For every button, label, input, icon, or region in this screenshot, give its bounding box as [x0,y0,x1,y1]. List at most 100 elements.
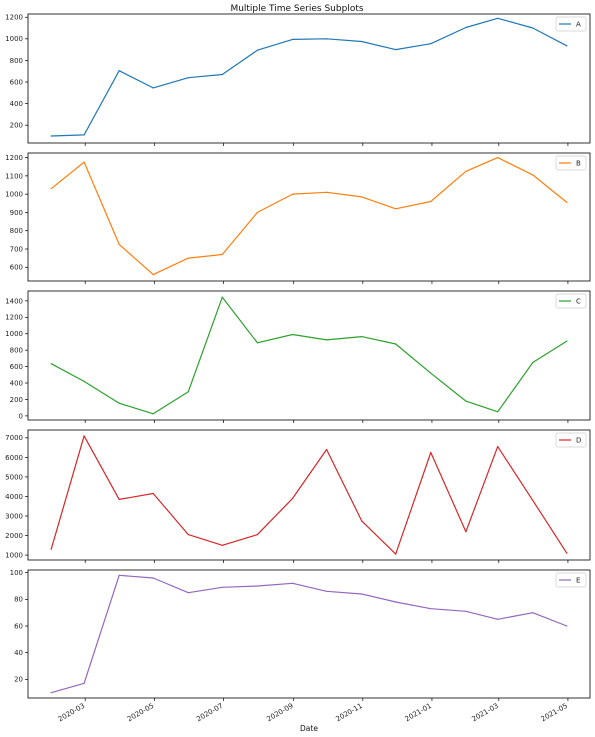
data-point [430,608,432,610]
y-tick-label: 80 [14,596,23,604]
data-point [221,73,223,76]
y-tick-label: 800 [10,227,23,235]
y-tick-label: 1400 [5,297,23,305]
x-tick-label: 2021-03 [470,702,499,724]
data-point [566,552,568,554]
data-point [291,193,294,195]
data-point [50,692,52,694]
y-tick-label: 1000 [5,552,23,560]
series-line-D [50,435,568,555]
axes-frame [27,13,591,144]
y-tick-label: 1000 [5,35,23,43]
subplot-E: 20 40 60 80 100 E [10,569,591,701]
data-point [50,188,52,190]
x-axis: 2020-03 2020-05 2020-07 2020-09 2020-11 2021-… [57,702,569,724]
series-line-A [51,17,568,137]
data-point [152,87,154,89]
y-tick-label: 6000 [5,454,23,462]
data-point [532,499,534,501]
y-tick-label: 1000 [5,191,23,199]
y-tick-label: 2000 [5,532,23,540]
legend-label: C [576,298,581,306]
data-point [152,413,154,415]
data-point [465,531,467,533]
y-tick-label: 900 [10,209,23,217]
subplot-D: 1000 2000 3000 4000 5000 6000 7000 D [5,429,591,563]
data-point [325,590,328,592]
data-point [395,601,397,603]
y-tick-label: 700 [10,245,23,253]
data-point [566,625,568,627]
data-point [325,448,328,451]
data-point [395,553,397,555]
data-point [361,520,363,522]
data-point [118,574,120,576]
data-point [256,342,259,344]
axes-frame [27,152,591,282]
y-tick-label: 1200 [5,14,23,22]
y-tick-label: 600 [10,78,23,86]
data-point [256,533,259,536]
y-tick-label: 60 [14,622,23,630]
data-point [83,435,85,437]
y-tick-label: 600 [10,264,23,272]
data-point [291,333,294,336]
subplot-C: 0 200 400 600 800 1000 1200 1400 C [5,290,591,423]
data-point [532,27,534,29]
y-tick-label: 600 [10,363,23,371]
data-point [497,17,499,19]
data-point [395,343,397,345]
data-point [361,593,363,595]
data-point [221,586,223,588]
data-point [430,372,432,374]
data-point [256,49,259,51]
y-tick-label: 20 [14,676,23,684]
data-point [256,211,259,214]
legend-label: A [576,21,581,29]
y-tick-label: 800 [10,57,23,65]
data-point [497,411,499,413]
data-point [50,363,52,365]
x-tick-label: 2020-11 [334,702,363,724]
chart-title: Multiple Time Series Subplots [230,4,363,14]
data-point [221,296,223,298]
y-tick-label: 4000 [5,493,23,501]
data-point [291,582,294,584]
data-point [83,161,85,163]
legend-label: D [576,437,581,445]
y-tick-label: 1200 [5,154,23,162]
x-tick-label: 2020-03 [57,702,86,724]
series-line-C [50,296,568,415]
axes-frame [27,429,591,561]
y-tick-label: 1000 [5,330,23,338]
y-tick-label: 400 [10,379,23,387]
data-point [430,451,432,454]
data-point [566,340,568,342]
data-point [291,38,294,40]
x-axis-label: Date [300,724,318,733]
data-point [83,134,85,136]
y-tick-label: 40 [14,649,23,657]
y-tick-label: 100 [10,569,23,577]
data-point [118,70,120,72]
subplot-B: 600 700 800 900 1000 1100 1200 B [5,152,591,284]
y-tick-label: 200 [10,396,23,404]
data-point [566,45,568,47]
x-tick-label: 2020-07 [195,702,224,724]
data-point [221,544,223,546]
data-point [395,208,397,210]
data-point [361,40,363,43]
series-line-E [51,574,568,694]
data-point [118,402,120,404]
data-point [532,361,534,364]
data-point [395,49,397,51]
data-point [497,618,499,620]
x-tick-label: 2021-01 [404,702,433,724]
data-point [50,135,52,137]
data-point [83,682,85,684]
data-point [465,26,467,29]
data-point [187,257,189,259]
data-point [50,548,52,550]
x-tick-label: 2020-09 [265,702,294,724]
